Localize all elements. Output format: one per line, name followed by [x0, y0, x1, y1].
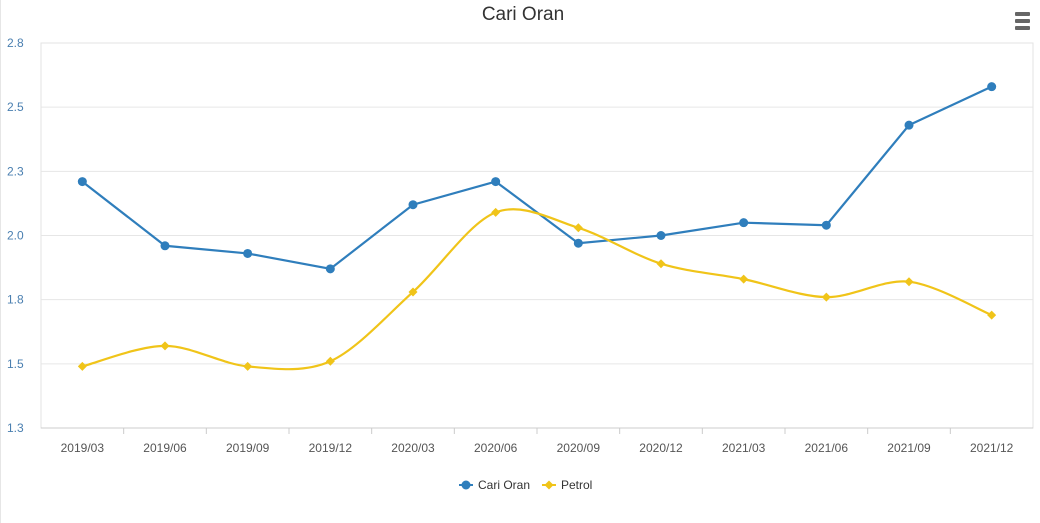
data-point-cari-oran	[904, 120, 914, 130]
y-tick-label: 1.5	[7, 357, 24, 371]
x-tick-label: 2021/12	[970, 441, 1014, 455]
legend-marker	[461, 480, 471, 490]
y-tick-label: 1.3	[7, 421, 24, 435]
data-point-petrol	[821, 292, 831, 302]
legend-item[interactable]: Petrol	[542, 478, 592, 492]
y-tick-label: 2.8	[7, 36, 24, 50]
data-point-petrol	[573, 223, 583, 233]
data-point-petrol	[987, 310, 997, 320]
data-point-cari-oran	[656, 231, 666, 240]
y-tick-label: 1.8	[7, 293, 24, 307]
data-point-petrol	[904, 277, 914, 287]
data-point-petrol	[491, 207, 501, 217]
data-point-petrol	[739, 274, 749, 284]
data-point-petrol	[160, 341, 170, 351]
x-tick-label: 2020/06	[474, 441, 518, 455]
data-point-cari-oran	[243, 248, 253, 258]
y-tick-label: 2.5	[7, 100, 24, 114]
data-point-cari-oran	[573, 238, 583, 248]
x-tick-label: 2021/09	[887, 441, 931, 455]
x-tick-label: 2019/12	[309, 441, 353, 455]
data-point-cari-oran	[491, 177, 501, 187]
legend-label: Cari Oran	[478, 478, 530, 492]
x-tick-label: 2021/03	[722, 441, 766, 455]
x-tick-label: 2021/06	[805, 441, 849, 455]
axes: 2.8 2.5 2.3 2.0 1.8 1.5 1.3 2019/03 2019/06 2019/…	[7, 36, 1033, 455]
series-layer	[77, 82, 997, 371]
legend-label: Petrol	[561, 478, 592, 492]
legend-marker	[544, 480, 554, 490]
data-point-petrol	[656, 259, 666, 269]
series-line-cari-oran	[81, 85, 993, 271]
chart-title: Cari Oran	[481, 4, 565, 25]
legend: Cari Oran Petrol	[459, 478, 592, 492]
grid-lines	[40, 42, 1034, 429]
data-point-cari-oran	[821, 220, 831, 230]
data-point-cari-oran	[325, 264, 335, 274]
data-point-petrol	[77, 361, 87, 371]
x-tick-label: 2019/03	[61, 441, 105, 455]
series-line-petrol	[82, 208, 993, 371]
data-point-cari-oran	[77, 177, 87, 187]
data-point-cari-oran	[408, 200, 418, 210]
data-point-petrol	[325, 356, 335, 366]
x-tick-label: 2020/03	[391, 441, 435, 455]
legend-item[interactable]: Cari Oran	[459, 478, 530, 492]
x-tick-label: 2020/09	[557, 441, 601, 455]
data-point-cari-oran	[739, 218, 749, 228]
hamburger-menu-icon[interactable]	[1015, 12, 1033, 32]
data-point-cari-oran	[987, 82, 997, 92]
x-tick-label: 2020/12	[639, 441, 683, 455]
x-tick-label: 2019/06	[143, 441, 187, 455]
data-point-petrol	[243, 361, 253, 371]
data-point-petrol	[408, 287, 418, 297]
data-point-cari-oran	[160, 241, 170, 251]
x-tick-label: 2019/09	[226, 441, 270, 455]
y-tick-label: 2.3	[7, 164, 24, 178]
y-tick-label: 2.0	[7, 229, 24, 243]
